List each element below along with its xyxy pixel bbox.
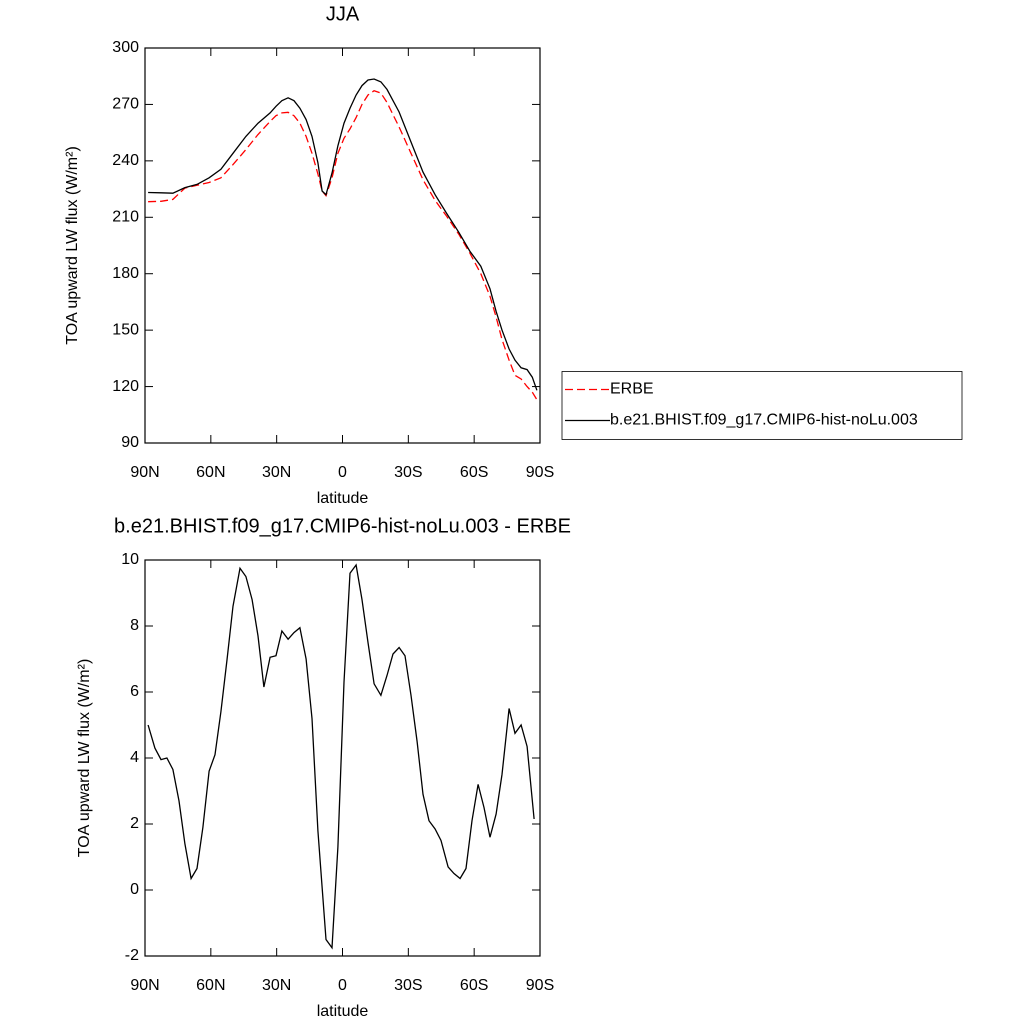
data-line (148, 89, 538, 401)
plot-frame (144, 47, 541, 444)
y-tick-label: 0 (130, 881, 139, 898)
x-tick-label: 60S (460, 464, 488, 481)
x-tick-label: 30S (394, 464, 422, 481)
y-tick-label: 10 (121, 551, 139, 568)
y-tick-label: 2 (130, 815, 139, 832)
legend-label: b.e21.BHIST.f09_g17.CMIP6-hist-noLu.003 (610, 412, 918, 429)
plot-frame (144, 559, 541, 957)
chart-title: b.e21.BHIST.f09_g17.CMIP6-hist-noLu.003 … (114, 515, 571, 537)
x-tick-label: 30N (262, 977, 291, 994)
legend-label: ERBE (610, 381, 654, 398)
y-tick-label: 4 (130, 749, 139, 766)
legend-box (561, 371, 963, 440)
y-tick-label: 300 (112, 39, 139, 56)
y-tick-label: -2 (125, 947, 139, 964)
y-axis-label: TOA upward LW flux (W/m²) (76, 659, 93, 858)
x-tick-label: 30S (394, 977, 422, 994)
data-line (148, 78, 538, 391)
x-tick-label: 60N (196, 977, 225, 994)
x-tick-label: 90N (130, 464, 159, 481)
x-axis-label: latitude (317, 490, 369, 507)
y-tick-label: 150 (112, 321, 139, 338)
y-tick-label: 120 (112, 378, 139, 395)
y-tick-label: 270 (112, 96, 139, 113)
x-tick-label: 0 (338, 977, 347, 994)
y-tick-label: 6 (130, 683, 139, 700)
y-tick-label: 8 (130, 617, 139, 634)
y-tick-label: 90 (121, 434, 139, 451)
y-axis-label: TOA upward LW flux (W/m²) (64, 146, 81, 345)
y-tick-label: 210 (112, 209, 139, 226)
x-tick-label: 90S (526, 977, 554, 994)
x-tick-label: 60S (460, 977, 488, 994)
x-tick-label: 90S (526, 464, 554, 481)
x-tick-label: 0 (338, 464, 347, 481)
y-tick-label: 180 (112, 265, 139, 282)
x-axis-label: latitude (317, 1003, 369, 1020)
x-tick-label: 60N (196, 464, 225, 481)
x-tick-label: 90N (130, 977, 159, 994)
y-tick-label: 240 (112, 152, 139, 169)
data-line (147, 563, 535, 950)
x-tick-label: 30N (262, 464, 291, 481)
chart-title: JJA (326, 3, 360, 25)
